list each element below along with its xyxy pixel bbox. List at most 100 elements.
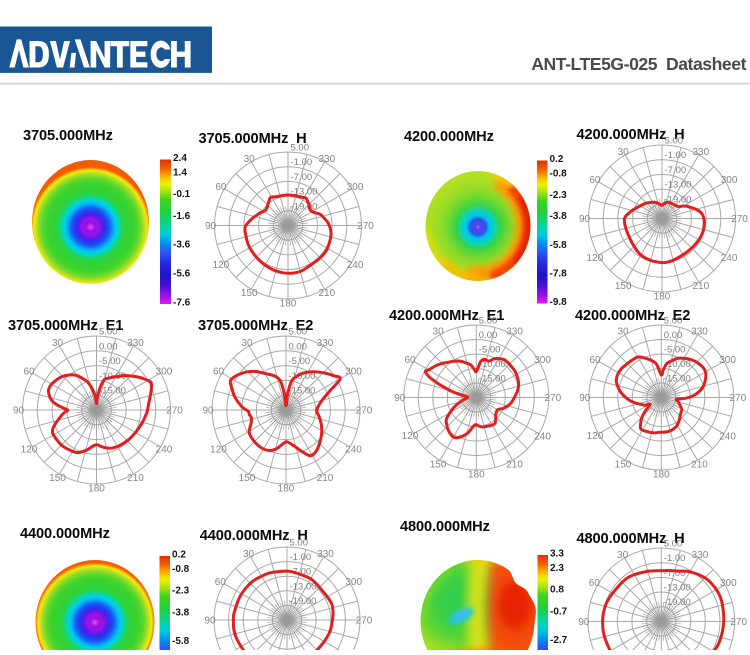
svg-text:150: 150 [241,288,258,299]
svg-text:330: 330 [692,147,709,158]
svg-text:0.2: 0.2 [172,550,186,561]
svg-text:240: 240 [345,445,362,456]
svg-text:-1.6: -1.6 [173,211,191,222]
svg-text:ANT-LTE5G-025 Datasheet: ANT-LTE5G-025 Datasheet [531,54,746,74]
svg-text:150: 150 [615,281,632,292]
svg-text:30: 30 [241,338,253,349]
svg-text:-0.8: -0.8 [172,564,190,575]
svg-text:-0.8: -0.8 [550,168,568,179]
svg-text:5.00: 5.00 [289,327,308,338]
svg-text:-5.8: -5.8 [550,240,568,251]
svg-text:5.00: 5.00 [664,539,683,550]
svg-text:-13.00: -13.00 [664,583,691,594]
svg-text:270: 270 [730,617,747,628]
svg-text:3705.000MHz H: 3705.000MHz H [199,131,307,147]
svg-text:-19.00: -19.00 [291,201,318,212]
svg-text:4400.000MHz H: 4400.000MHz H [200,528,308,544]
svg-text:-5.00: -5.00 [664,345,686,356]
svg-text:330: 330 [692,550,709,561]
svg-text:-1.00: -1.00 [664,553,686,564]
svg-text:60: 60 [589,355,601,366]
svg-text:-7.00: -7.00 [664,568,686,579]
svg-text:-15.00: -15.00 [99,386,126,397]
svg-text:90: 90 [204,616,216,627]
svg-text:4400.000MHz: 4400.000MHz [20,526,110,542]
svg-text:-15.00: -15.00 [289,386,316,397]
svg-text:-1.00: -1.00 [665,150,687,161]
svg-text:330: 330 [318,154,335,165]
svg-text:270: 270 [356,616,373,627]
svg-text:60: 60 [404,355,416,366]
svg-text:5.00: 5.00 [99,327,118,338]
svg-text:90: 90 [579,214,591,225]
svg-text:150: 150 [430,459,447,470]
svg-text:3705.000MHz: 3705.000MHz [23,128,113,144]
svg-text:4200.000MHz: 4200.000MHz [404,129,494,145]
svg-text:-15.00: -15.00 [664,374,691,385]
svg-text:330: 330 [317,549,334,560]
svg-text:-7.8: -7.8 [550,268,568,279]
svg-text:150: 150 [615,459,632,470]
svg-text:-19.00: -19.00 [290,596,317,607]
svg-text:30: 30 [617,550,629,561]
svg-text:-5.00: -5.00 [289,356,311,367]
svg-text:0.00: 0.00 [99,341,118,352]
svg-text:5.00: 5.00 [291,143,310,154]
svg-text:-2.7: -2.7 [550,635,568,646]
svg-text:60: 60 [589,578,601,589]
svg-text:330: 330 [506,327,523,338]
svg-text:300: 300 [156,367,173,378]
svg-text:-19.00: -19.00 [665,194,692,205]
svg-text:120: 120 [21,445,38,456]
svg-text:300: 300 [534,355,551,366]
svg-text:4800.000MHz H: 4800.000MHz H [577,531,685,547]
svg-text:90: 90 [13,406,25,417]
svg-text:240: 240 [719,431,736,442]
svg-text:0.2: 0.2 [550,154,564,165]
svg-text:-0.1: -0.1 [173,189,191,200]
svg-text:90: 90 [579,393,591,404]
svg-text:120: 120 [402,431,419,442]
svg-text:-3.8: -3.8 [172,607,190,618]
svg-text:-10.00: -10.00 [664,359,691,370]
svg-text:-10.00: -10.00 [289,371,316,382]
svg-text:-9.8: -9.8 [550,297,568,308]
svg-text:-5.6: -5.6 [173,269,191,280]
svg-text:210: 210 [506,459,523,470]
svg-text:240: 240 [156,445,173,456]
svg-text:300: 300 [720,578,737,589]
svg-text:-13.00: -13.00 [291,187,318,198]
svg-text:240: 240 [721,253,738,264]
svg-text:0.00: 0.00 [289,341,308,352]
svg-text:330: 330 [127,338,144,349]
svg-text:30: 30 [433,327,445,338]
svg-text:2.3: 2.3 [550,563,564,574]
svg-text:-13.00: -13.00 [290,581,317,592]
svg-text:-0.7: -0.7 [550,606,568,617]
svg-text:60: 60 [589,175,601,186]
svg-text:-7.6: -7.6 [173,298,191,309]
svg-text:90: 90 [202,406,214,417]
svg-text:5.00: 5.00 [665,136,684,147]
svg-text:300: 300 [719,355,736,366]
svg-text:3705.000MHz E2: 3705.000MHz E2 [198,318,313,334]
svg-text:-5.00: -5.00 [479,345,501,356]
svg-text:-7.00: -7.00 [291,172,313,183]
svg-text:210: 210 [318,288,335,299]
svg-text:-2.3: -2.3 [550,190,568,201]
svg-text:4200.000MHz H: 4200.000MHz H [577,127,685,143]
svg-text:5.00: 5.00 [290,538,309,549]
svg-text:210: 210 [317,473,334,484]
svg-text:3705.000MHz E1: 3705.000MHz E1 [8,318,123,334]
svg-text:4200.000MHz E1: 4200.000MHz E1 [389,308,504,324]
svg-text:2.4: 2.4 [173,153,187,164]
svg-text:-13.00: -13.00 [665,180,692,191]
svg-text:270: 270 [729,393,746,404]
svg-text:-5.8: -5.8 [172,636,190,647]
svg-text:90: 90 [578,617,590,628]
svg-text:1.4: 1.4 [173,167,187,178]
svg-text:-1.00: -1.00 [290,552,312,563]
svg-text:0.00: 0.00 [479,330,498,341]
svg-text:3.3: 3.3 [550,549,564,560]
svg-text:-2.3: -2.3 [172,586,190,597]
